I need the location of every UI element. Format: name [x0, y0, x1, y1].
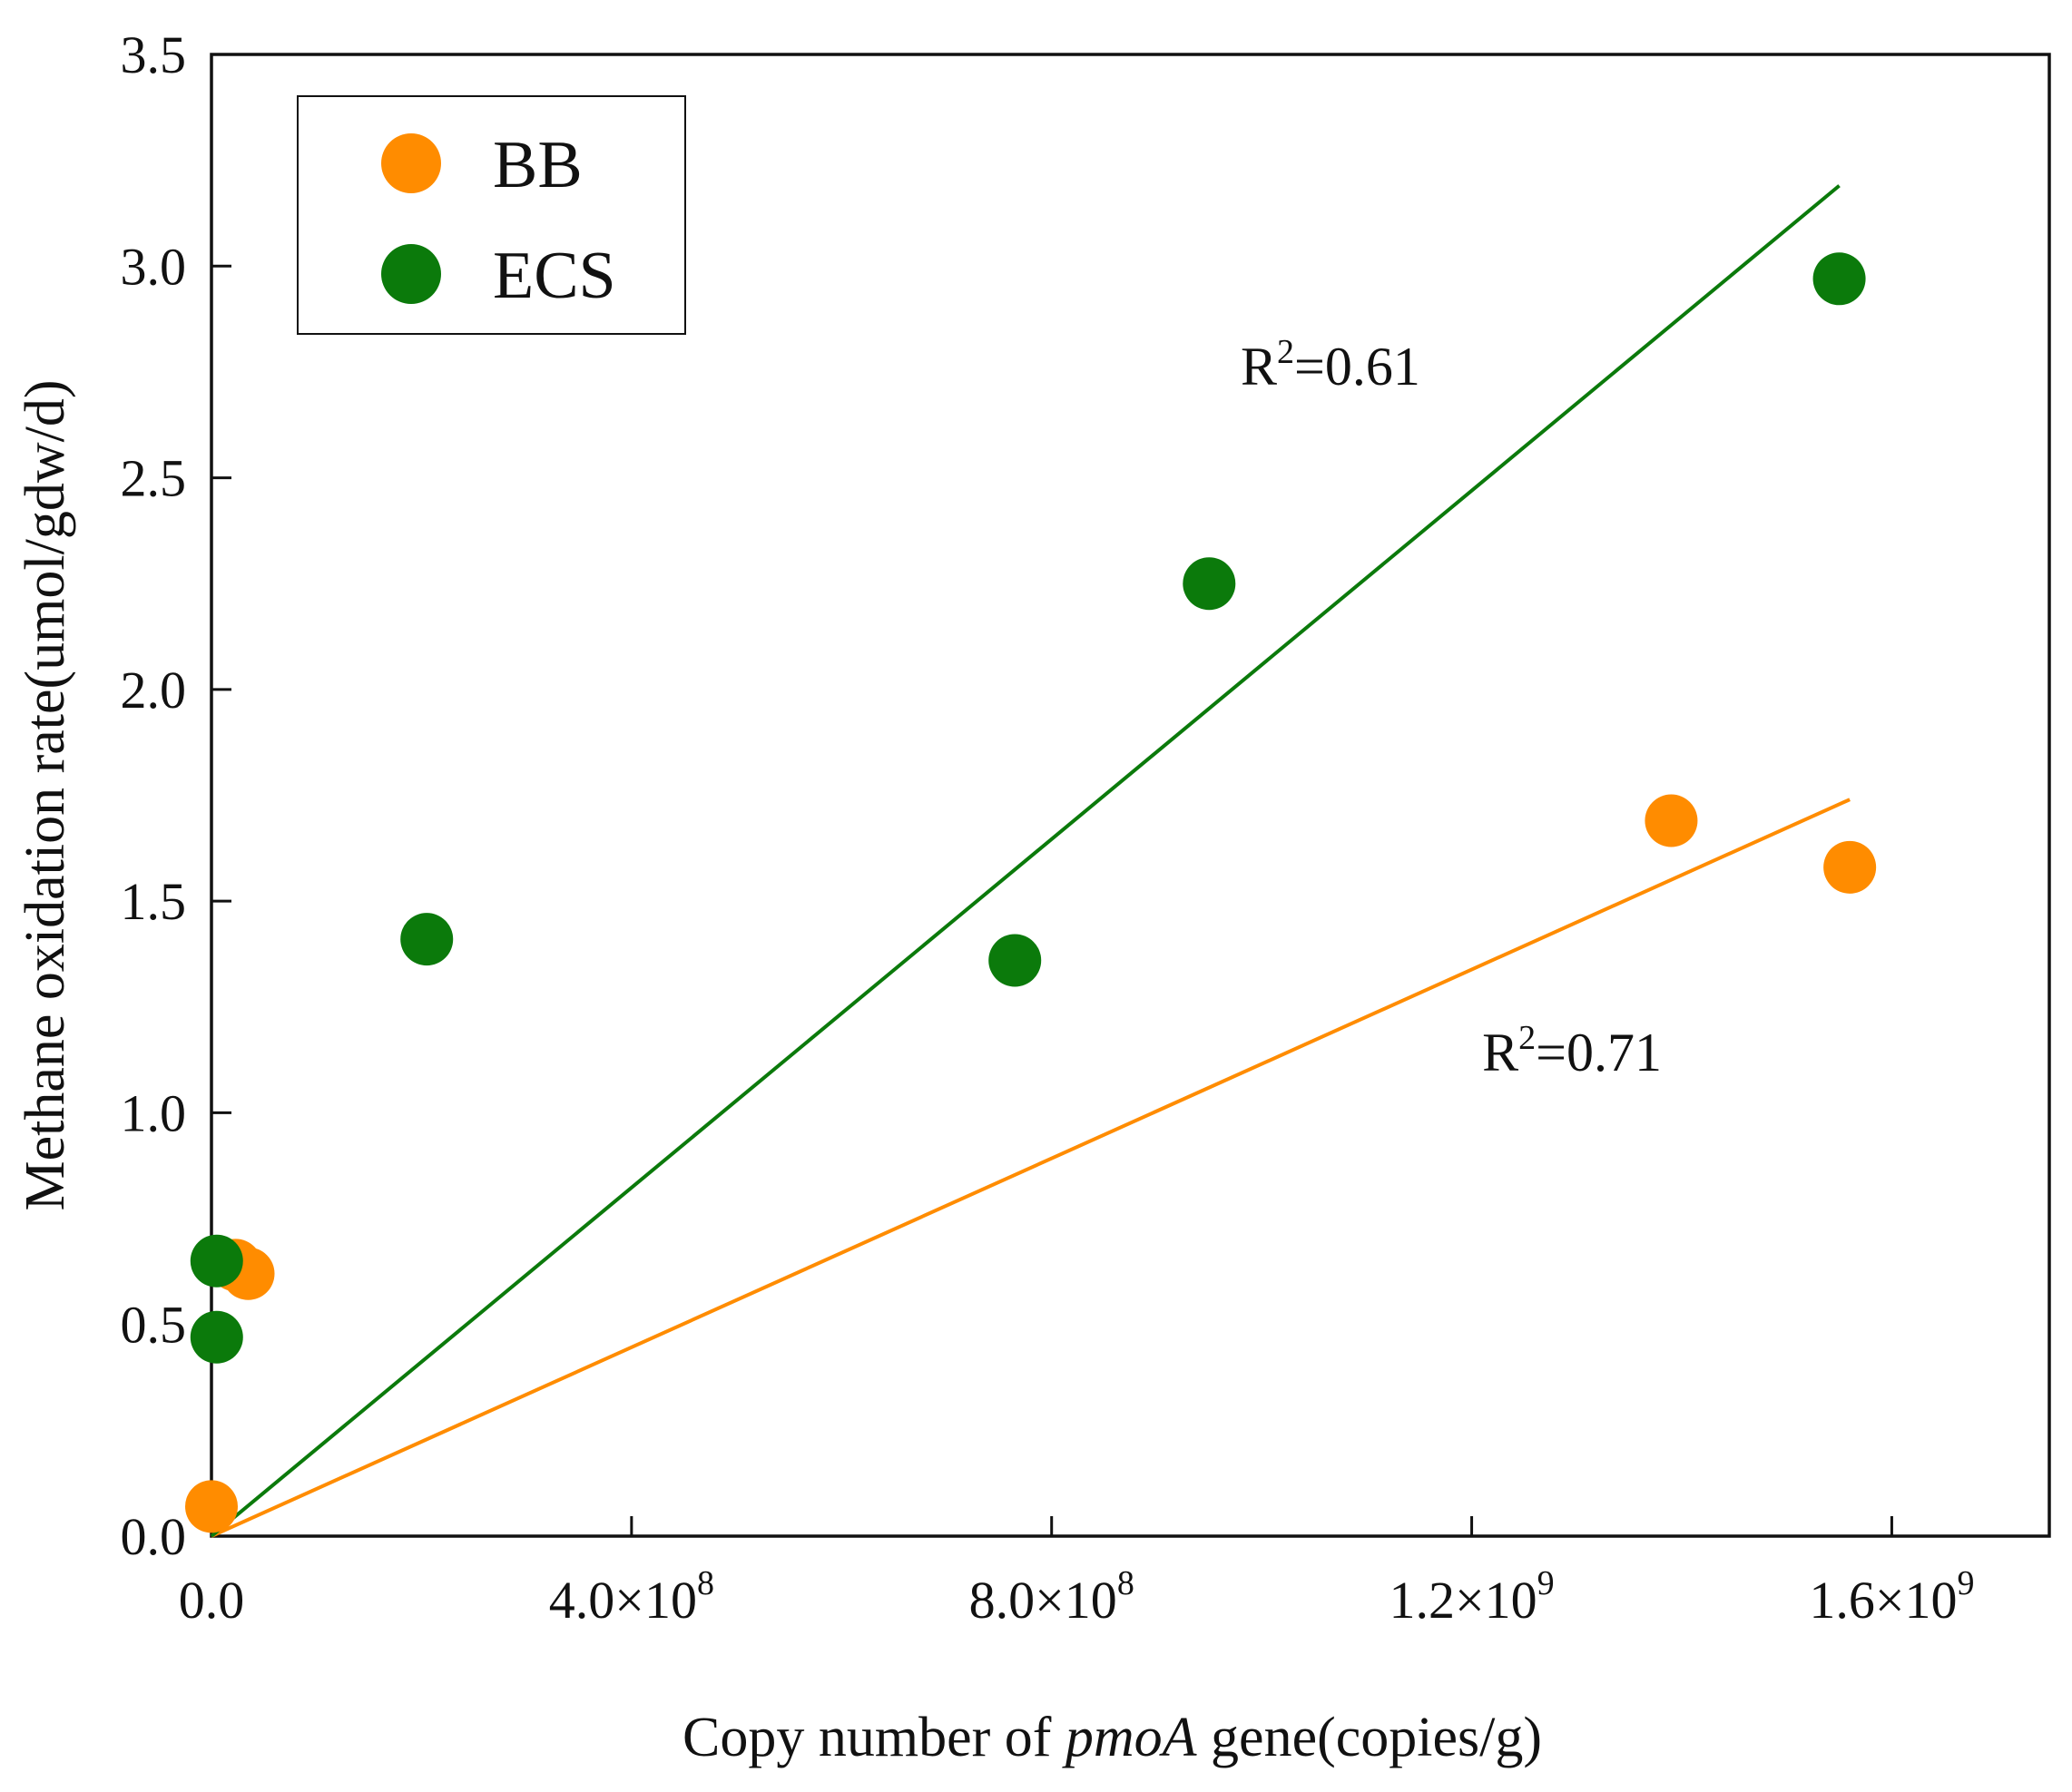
plot-frame	[210, 53, 2051, 1538]
y-tick-label: 1.0	[121, 1083, 187, 1142]
y-axis-label: Methane oxidation rate(umol/gdw/d)	[15, 380, 76, 1211]
fit-line-ecs	[210, 184, 1841, 1538]
y-tick-label: 1.5	[121, 872, 187, 931]
y-tick-label: 0.5	[121, 1296, 187, 1355]
y-tick-label: 3.5	[121, 25, 187, 84]
y-tick-label: 0.0	[121, 1507, 187, 1566]
legend-box	[297, 95, 686, 335]
r2-annotation-bb: R2=0.71	[1482, 1019, 1662, 1082]
legend-label-bb: BB	[493, 128, 583, 202]
data-point-ecs	[190, 1234, 243, 1288]
legend-marker-bb	[381, 133, 441, 193]
legend-marker-ecs	[381, 244, 441, 304]
data-point-ecs	[1183, 557, 1236, 611]
data-point-ecs	[1812, 252, 1866, 306]
x-tick-label: 8.0×108	[969, 1564, 1134, 1630]
x-axis-label: Copy number of pmoA gene(copies/g)	[682, 1707, 1542, 1768]
y-tick-label: 2.5	[121, 449, 187, 508]
y-tick-label: 3.0	[121, 237, 187, 296]
data-point-bb	[1823, 840, 1877, 894]
fit-line-bb	[211, 798, 1851, 1538]
data-point-ecs	[400, 913, 454, 966]
data-point-bb	[185, 1480, 238, 1533]
y-tick-label: 2.0	[121, 661, 187, 720]
x-tick-label: 1.6×109	[1809, 1564, 1974, 1630]
x-tick-label: 0.0	[179, 1571, 245, 1630]
x-tick-label: 4.0×108	[549, 1564, 714, 1630]
data-point-ecs	[988, 934, 1042, 987]
r2-annotation-ecs: R2=0.61	[1241, 333, 1420, 397]
x-tick-label: 1.2×109	[1389, 1564, 1554, 1630]
legend-label-ecs: ECS	[493, 239, 616, 313]
data-point-bb	[1645, 794, 1698, 847]
data-point-ecs	[190, 1310, 243, 1364]
